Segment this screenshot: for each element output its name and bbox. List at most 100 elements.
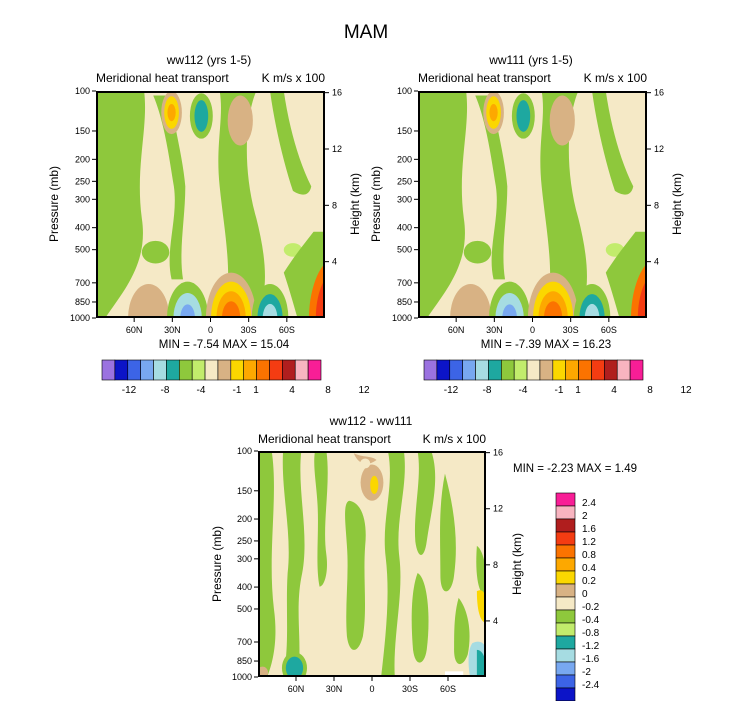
panel-2-xtick-label: 30N: [486, 325, 503, 335]
panel-3-ytick-label: 200: [237, 514, 252, 524]
panel-3-xtick-label: 30N: [326, 684, 343, 694]
panel-1-colorbar-label: -12: [122, 385, 137, 396]
panel-1-colorbar-swatch: [166, 359, 180, 381]
panel-1-colorbar-swatch: [191, 359, 206, 381]
panel-1-xtick-label: 30S: [241, 325, 257, 335]
panel-3-ytick-label: 300: [237, 554, 252, 564]
panel-1-xtick-label: 60N: [126, 325, 143, 335]
panel-2-colorbar-label: 8: [647, 385, 653, 396]
panel-2-colorbar-label: 4: [611, 385, 617, 396]
panel-3-colorbar-swatch: [555, 687, 576, 701]
panel-2-ytick-right-label: 12: [654, 144, 664, 154]
panel-3-colorbar-swatch: [555, 531, 576, 546]
panel-3-colorbar-swatch: [555, 661, 576, 676]
panel-3-colorbar-swatch: [555, 609, 576, 624]
panel-3-colorbar-label: 0.8: [582, 550, 596, 561]
panel-3-colorbar-swatch: [555, 518, 576, 533]
panel-3-colorbar-label: -2: [582, 667, 591, 678]
panel-2-colorbar-label: -8: [483, 385, 492, 396]
panel-2-ytick-label: 700: [397, 278, 412, 288]
panel-3-colorbar-label: -0.2: [582, 602, 600, 613]
panel-3-colorbar-swatch: [555, 492, 576, 507]
panel-2-colorbar-swatch: [578, 359, 592, 381]
panel-3-colorbar-swatch: [555, 583, 576, 598]
panel-3-xtick-label: 60N: [288, 684, 305, 694]
panel-2-colorbar-swatch: [488, 359, 502, 381]
panel-3-colorbar-labels: 2.4 2 1.6 1.2 0.8 0.4 0.2 0 -0.2 -0.4 -0…: [582, 498, 600, 691]
panel-3-colorbar-swatch: [555, 622, 576, 637]
panel-1-ytick-label: 250: [75, 176, 90, 186]
panel-1-colorbar-label: -1: [233, 385, 242, 396]
panel-1-colorbar-swatch: [178, 359, 193, 381]
panel-3-colorbar-label: 0.4: [582, 563, 596, 574]
panel-3-ytick-label: 500: [237, 604, 252, 614]
panel-1-ylabel-right: Height (km): [348, 173, 362, 235]
panel-1-colorbar-swatch: [217, 359, 232, 381]
panel-2-colorbar-label: -12: [444, 385, 459, 396]
panel-3-colorbar-label: -1.2: [582, 641, 600, 652]
panel-1-colorbar-label: -4: [197, 385, 206, 396]
panel-3-ytick-label: 1000: [232, 672, 252, 682]
panel-3-left-string: Meridional heat transport: [258, 432, 391, 446]
panel-3-colorbar-swatch: [555, 544, 576, 559]
panel-2-left-string: Meridional heat transport: [418, 71, 551, 85]
panel-3-colorbar-swatch: [555, 648, 576, 663]
panel-1-colorbar-swatch: [243, 359, 257, 381]
panel-2-colorbar-label: -4: [519, 385, 528, 396]
panel-1-colorbar-label: 4: [289, 385, 295, 396]
panel-3-minmax: MIN = -2.23 MAX = 1.49: [513, 463, 637, 475]
figure-title: MAM: [344, 22, 388, 43]
panel-3-colorbar-label: 1.2: [582, 537, 596, 548]
panel-1-ytick-label: 700: [75, 278, 90, 288]
panel-1-xtick-label: 60S: [279, 325, 295, 335]
panel-3-xtick-label: 30S: [402, 684, 418, 694]
panel-1-xtick-label: 30N: [164, 325, 181, 335]
panel-1-colorbar-label: -8: [161, 385, 170, 396]
panel-1-ytick-label: 1000: [70, 313, 90, 323]
panel-1-colorbar-swatch: [294, 359, 309, 381]
panel-2-ytick-label: 1000: [392, 313, 412, 323]
panel-1-colorbar-swatch: [269, 359, 283, 381]
panel-1-ytick-right-label: 12: [332, 144, 342, 154]
panel-2-colorbar: [423, 359, 644, 381]
panel-2-colorbar-swatch: [565, 359, 579, 381]
panel-2-colorbar-swatch: [539, 359, 554, 381]
panel-1-ytick-label: 200: [75, 154, 90, 164]
panel-1-colorbar-swatch: [101, 359, 116, 381]
panel-2-plot: [418, 91, 647, 318]
panel-3-colorbar-label: -1.6: [582, 654, 600, 665]
panel-2-ytick-label: 150: [397, 126, 412, 136]
panel-2-colorbar-swatch: [423, 359, 438, 381]
panel-2-xtick-label: 30S: [563, 325, 579, 335]
panel-2-colorbar-swatch: [436, 359, 451, 381]
panel-2-ytick-label: 850: [397, 297, 412, 307]
panel-3-right-string: K m/s x 100: [423, 432, 487, 446]
panel-1-colorbar-swatch: [256, 359, 270, 381]
panel-1-colorbar-swatch: [114, 359, 129, 381]
panel-2-colorbar-swatch: [616, 359, 631, 381]
panel-2-colorbar-swatch: [449, 359, 463, 381]
panel-3-colorbar-swatch: [555, 557, 576, 572]
panel-2-colorbar-swatch: [552, 359, 567, 381]
panel-3-plot: [258, 451, 486, 677]
panel-1-ytick-label: 400: [75, 223, 90, 233]
panel-2-colorbar-swatch: [526, 359, 541, 381]
panel-3-ytick-right-label: 16: [493, 448, 503, 458]
panel-1-colorbar-swatch: [204, 359, 219, 381]
panel-2-xtick-label: 60N: [448, 325, 465, 335]
panel-1-colorbar-label: 1: [253, 385, 259, 396]
panel-2-colorbar-label: 12: [680, 385, 692, 396]
panel-3-colorbar-swatch: [555, 635, 576, 650]
panel-2-colorbar-swatch: [475, 359, 489, 381]
panel-2-ytick-label: 100: [397, 86, 412, 96]
panel-3-ytick-right-label: 4: [493, 616, 498, 626]
panel-3-colorbar-label: -0.4: [582, 615, 600, 626]
panel-2-colorbar-swatch: [500, 359, 515, 381]
panel-1-ylabel: Pressure (mb): [47, 166, 61, 242]
panel-1: ww112 (yrs 1-5) Meridional heat transpor…: [47, 53, 370, 396]
panel-3-colorbar-label: -2.4: [582, 680, 600, 691]
panel-2-xtick-label: 0: [530, 325, 535, 335]
panel-3-colorbar-swatch: [555, 596, 576, 611]
panel-2-colorbar-label: -1: [555, 385, 564, 396]
